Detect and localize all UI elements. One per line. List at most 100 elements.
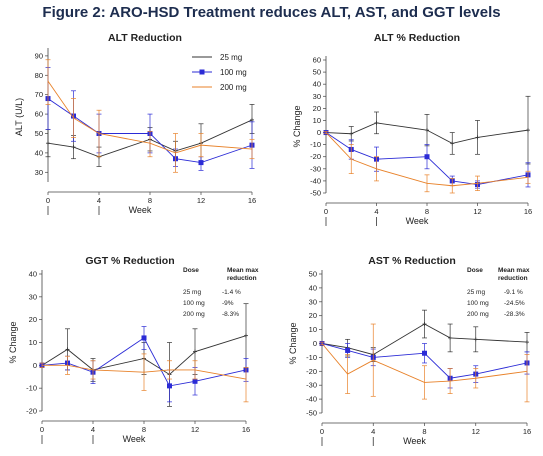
- reduction-table: Dose Mean max reduction 25 mg -9.1 % 100 …: [467, 267, 530, 318]
- y-tick-label: 0: [33, 361, 37, 370]
- x-tick-label: 8: [142, 425, 146, 434]
- y-tick-label: 50: [313, 68, 321, 77]
- series-200mg: [323, 130, 531, 194]
- y-tick-label: 90: [35, 51, 43, 60]
- y-tick-label: 30: [35, 168, 43, 177]
- y-tick-label: 40: [309, 283, 317, 292]
- y-tick-label: -20: [310, 152, 321, 161]
- series-200mg: [319, 323, 530, 403]
- y-tick-label: 0: [313, 339, 317, 348]
- y-tick-label: 30: [29, 292, 37, 301]
- reduction-table: Dose Mean max reduction 25 mg -1.4 % 100 …: [183, 267, 259, 318]
- series-200mg: [45, 59, 255, 173]
- data-point: [141, 335, 147, 341]
- table-header-mean-max: Mean max reduction: [498, 267, 530, 282]
- table-header-dose: Dose: [183, 267, 199, 274]
- y-tick-label: -50: [310, 189, 321, 198]
- chart-ggt-percent-reduction: GGT % Reduction Dose Mean max reduction 2…: [8, 255, 259, 444]
- x-tick-label: 4: [91, 425, 95, 434]
- x-axis-label: Week: [123, 434, 146, 444]
- series-25mg: [323, 95, 531, 165]
- y-tick-label: 70: [35, 90, 43, 99]
- y-tick-label: 40: [29, 270, 37, 279]
- table-row-value: -28.3%: [504, 311, 525, 318]
- x-tick-label: 12: [191, 425, 199, 434]
- plot-area: -20 -10 0 10 20 30 40 0 4 8 12 16 Week % Change: [8, 270, 250, 444]
- y-axis-label: % Change: [8, 321, 18, 363]
- y-tick-label: -50: [306, 409, 317, 418]
- y-tick-label: -20: [26, 407, 37, 416]
- y-axis-label: % Change: [288, 322, 298, 364]
- y-tick-label: -30: [310, 164, 321, 173]
- y-tick-label: -40: [310, 176, 321, 185]
- x-tick-label: 16: [242, 425, 250, 434]
- plot-area: -50 -40 -30 -20 -10 0 10 20 30 40 50 60 0 4 8 12 16 Week%…: [292, 56, 532, 226]
- x-axis-label: Week: [406, 216, 429, 226]
- y-axis-label: ALT (U/L): [14, 98, 24, 136]
- x-tick-label: 16: [248, 196, 256, 205]
- x-tick-label: 12: [197, 196, 205, 205]
- chart-alt-percent-reduction: ALT % Reduction -50-40-30-20-10010203040…: [292, 32, 532, 226]
- table-row-value: -8.3%: [222, 311, 239, 318]
- x-tick-label: 12: [473, 207, 481, 216]
- x-tick-label: 4: [374, 207, 378, 216]
- table-row-value: -1.4 %: [222, 289, 241, 296]
- chart-title: ALT Reduction: [108, 32, 182, 44]
- chart-title: GGT % Reduction: [85, 255, 174, 267]
- x-tick-label: 16: [524, 207, 532, 216]
- y-tick-label: -40: [306, 395, 317, 404]
- data-point: [198, 160, 204, 166]
- y-tick-label: 0: [317, 128, 321, 137]
- x-tick-label: 8: [425, 207, 429, 216]
- y-tick-label: 30: [313, 92, 321, 101]
- legend-label-100mg: 100 mg: [220, 68, 247, 77]
- table-row-dose: 100 mg: [183, 300, 205, 307]
- y-axis-label: % Change: [292, 105, 302, 147]
- x-tick-label: 12: [472, 427, 480, 436]
- data-point: [422, 350, 427, 356]
- x-tick-label: 4: [97, 196, 101, 205]
- y-tick-label: 20: [313, 104, 321, 113]
- data-point: [167, 383, 172, 389]
- table-row-value: -24.5%: [504, 300, 525, 307]
- chart-title: AST % Reduction: [368, 255, 456, 267]
- y-tick-label: -10: [26, 384, 37, 393]
- y-tick-label: 40: [313, 80, 321, 89]
- series-200mg: [39, 353, 249, 403]
- y-tick-label: 60: [313, 56, 321, 65]
- figure-title: Figure 2: ARO-HSD Treatment reduces ALT,…: [42, 4, 501, 21]
- x-axis-label: Week: [403, 436, 426, 446]
- y-tick-label: 60: [35, 110, 43, 119]
- x-tick-label: 0: [46, 196, 50, 205]
- table-row-dose: 200 mg: [467, 311, 489, 318]
- y-tick-label: 20: [29, 315, 37, 324]
- y-tick-label: 50: [309, 270, 317, 279]
- legend-marker-100mg: [199, 69, 205, 75]
- legend-label-200mg: 200 mg: [220, 83, 247, 92]
- y-tick-label: -20: [306, 367, 317, 376]
- table-row-dose: 100 mg: [467, 300, 489, 307]
- x-tick-label: 4: [371, 427, 375, 436]
- chart-ast-percent-reduction: AST % Reduction Dose Mean max reduction 2…: [288, 255, 531, 446]
- data-point: [424, 154, 430, 160]
- y-tick-label: 10: [309, 325, 317, 334]
- plot-area: -50 -40 -30 -20 -10 0 10 20 30 40 50 0 4 8 12 16 Week % C…: [288, 270, 531, 446]
- legend: 25 mg 100 mg 200 mg: [192, 53, 247, 92]
- legend-label-25mg: 25 mg: [220, 53, 242, 62]
- table-header-dose: Dose: [467, 267, 483, 274]
- table-row-value: -9.1 %: [504, 289, 523, 296]
- x-tick-label: 0: [324, 207, 328, 216]
- plot-area: 30 40 50 60 70 80 90 0 4 8 12 16 Week ALT (U/L): [14, 48, 256, 215]
- table-row-dose: 25 mg: [467, 289, 485, 296]
- table-row-value: -9%: [222, 300, 234, 307]
- x-tick-label: 8: [148, 196, 152, 205]
- x-axis-label: Week: [129, 205, 152, 215]
- x-tick-label: 16: [523, 427, 531, 436]
- y-tick-label: 20: [309, 311, 317, 320]
- chart-title: ALT % Reduction: [374, 32, 460, 44]
- y-tick-label: 10: [313, 116, 321, 125]
- x-tick-label: 0: [320, 427, 324, 436]
- data-point: [192, 378, 198, 384]
- y-tick-label: 30: [309, 297, 317, 306]
- data-point: [345, 347, 351, 353]
